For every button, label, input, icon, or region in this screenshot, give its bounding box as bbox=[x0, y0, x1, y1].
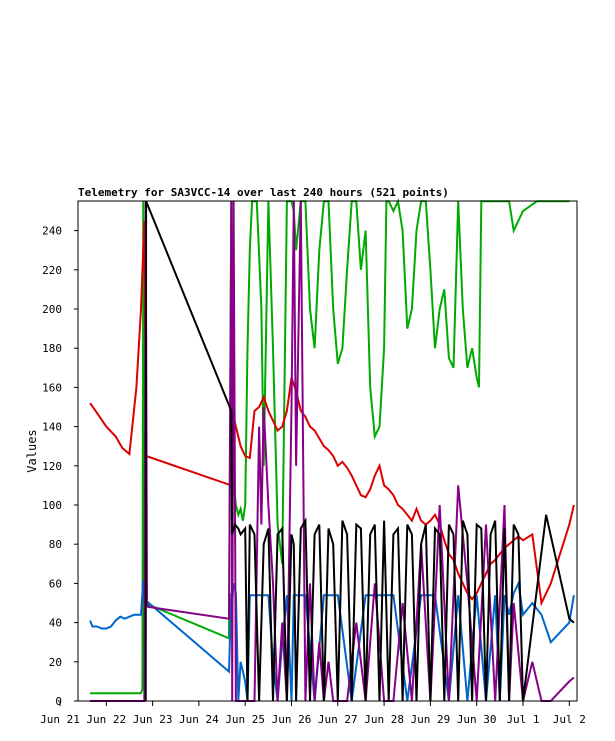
y-tick-label: 180 bbox=[42, 342, 62, 355]
y-axis: 0 20 40 60 80 100 120 140 160 180 200 220 240 bbox=[42, 225, 78, 708]
series-line-4 bbox=[144, 200, 575, 702]
x-tick-label: Jun 24 bbox=[179, 713, 219, 726]
x-tick-label: Jun 21 bbox=[40, 713, 80, 726]
y-tick-label: 20 bbox=[49, 656, 62, 669]
y-tick-label: 220 bbox=[42, 264, 62, 277]
x-tick-label: Jun 26 bbox=[272, 713, 312, 726]
plot-frame bbox=[77, 200, 578, 702]
y-tick-label: 120 bbox=[42, 460, 62, 473]
y-tick-label: 40 bbox=[49, 617, 62, 630]
y-tick-label: 80 bbox=[49, 538, 62, 551]
y-axis-label: Values bbox=[25, 429, 39, 472]
x-tick-label: Jul 2 bbox=[553, 713, 586, 726]
x-tick-label: Jun 23 bbox=[133, 713, 173, 726]
x-tick-label: Jun 25 bbox=[225, 713, 265, 726]
y-tick-label: 200 bbox=[42, 303, 62, 316]
series-line-2 bbox=[89, 579, 575, 702]
chart-title: Telemetry for SA3VCC-14 over last 240 ho… bbox=[78, 186, 449, 199]
y-tick-label: 60 bbox=[49, 577, 62, 590]
x-tick-label: Jul 1 bbox=[506, 713, 539, 726]
y-tick-label: 240 bbox=[42, 225, 62, 238]
x-tick-label: Jun 28 bbox=[364, 713, 404, 726]
y-tick-label: 0 bbox=[55, 695, 62, 708]
y-tick-label: 100 bbox=[42, 499, 62, 512]
x-tick-label: Jun 29 bbox=[411, 713, 451, 726]
x-tick-label: Jun 22 bbox=[86, 713, 126, 726]
y-tick-label: 140 bbox=[42, 421, 62, 434]
series-line-0 bbox=[90, 197, 570, 695]
x-tick-label: Jun 30 bbox=[457, 713, 497, 726]
y-tick-label: 160 bbox=[42, 381, 62, 394]
x-tick-label: Jun 27 bbox=[318, 713, 358, 726]
x-axis: Jun 21 Jun 22 Jun 23 Jun 24 Jun 25 Jun 26 Jun … bbox=[40, 701, 586, 726]
